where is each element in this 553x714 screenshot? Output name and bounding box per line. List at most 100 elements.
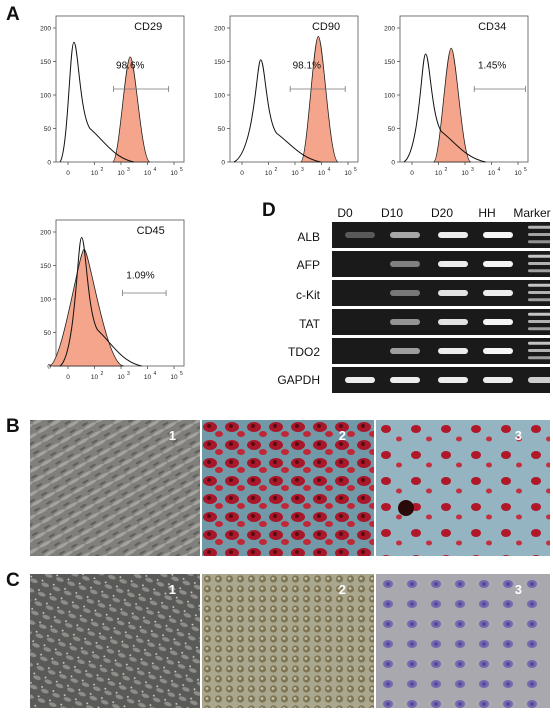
micrograph-b2-texture bbox=[202, 420, 374, 556]
gel-band bbox=[483, 261, 513, 267]
gel-band bbox=[528, 262, 550, 265]
x-tick-label: 10 bbox=[291, 170, 299, 177]
gel-band bbox=[438, 290, 468, 296]
gel-band bbox=[528, 298, 550, 302]
gel-band bbox=[528, 320, 550, 323]
gel-band bbox=[483, 319, 513, 325]
x-tick-exponent: 3 bbox=[301, 167, 304, 173]
gene-label-alb: ALB bbox=[297, 230, 320, 244]
micrograph-c3-number: 3 bbox=[514, 582, 522, 597]
gel-band bbox=[528, 269, 550, 273]
gel-band bbox=[438, 319, 468, 325]
micrograph-b1-texture bbox=[30, 420, 200, 556]
y-tick-label: 50 bbox=[44, 126, 52, 133]
panel-label-a: A bbox=[6, 4, 20, 25]
gel-band bbox=[528, 283, 550, 287]
lane-label-hh: HH bbox=[478, 206, 496, 220]
stained-histogram bbox=[112, 56, 151, 163]
gel-band bbox=[390, 348, 420, 354]
micrograph-c1-texture bbox=[30, 574, 200, 708]
y-tick-label: 100 bbox=[40, 93, 51, 100]
x-tick-label: 0 bbox=[66, 374, 70, 381]
y-tick-label: 200 bbox=[40, 26, 51, 33]
gene-label-afp: AFP bbox=[296, 258, 320, 272]
x-tick-label: 10 bbox=[144, 170, 152, 177]
x-tick-label: 10 bbox=[488, 170, 496, 177]
y-tick-label: 100 bbox=[384, 93, 395, 100]
micrograph-b3-texture bbox=[376, 420, 550, 556]
y-tick-label: 100 bbox=[214, 93, 225, 100]
gel-band bbox=[528, 349, 550, 352]
gel-image bbox=[332, 222, 550, 393]
x-tick-label: 0 bbox=[66, 170, 70, 177]
gel-band bbox=[345, 232, 375, 238]
y-tick-label: 0 bbox=[47, 160, 51, 167]
micrograph-c3: 3 bbox=[376, 574, 550, 708]
control-histogram bbox=[403, 53, 486, 163]
x-tick-exponent: 5 bbox=[354, 167, 357, 173]
x-tick-exponent: 4 bbox=[154, 167, 157, 173]
lane-label-d10: D10 bbox=[380, 206, 403, 220]
x-tick-label: 10 bbox=[91, 170, 99, 177]
lane-label-marker: Marker bbox=[513, 206, 551, 220]
y-tick-label: 200 bbox=[384, 26, 395, 33]
micrograph-c1-number: 1 bbox=[168, 582, 176, 597]
y-tick-label: 0 bbox=[391, 160, 395, 167]
lane-label-d20: D20 bbox=[430, 206, 453, 220]
y-tick-label: 150 bbox=[214, 59, 225, 66]
y-tick-label: 100 bbox=[40, 297, 51, 304]
x-tick-label: 10 bbox=[91, 374, 99, 381]
marker-name: CD34 bbox=[478, 21, 506, 33]
gel-band bbox=[483, 232, 513, 238]
gel-band bbox=[438, 261, 468, 267]
x-tick-exponent: 3 bbox=[127, 167, 130, 173]
gel-band bbox=[390, 377, 420, 383]
x-tick-exponent: 2 bbox=[275, 167, 278, 173]
x-tick-exponent: 2 bbox=[445, 167, 448, 173]
gel-band bbox=[528, 225, 550, 229]
marker-name: CD45 bbox=[137, 225, 165, 237]
y-tick-label: 50 bbox=[388, 126, 396, 133]
x-tick-label: 10 bbox=[170, 374, 178, 381]
y-tick-label: 200 bbox=[40, 230, 51, 237]
x-tick-label: 10 bbox=[144, 374, 152, 381]
gel-band bbox=[438, 377, 468, 383]
y-tick-label: 150 bbox=[40, 263, 51, 270]
gate-percent: 98.6% bbox=[116, 61, 144, 72]
gel-band bbox=[438, 232, 468, 238]
control-histogram bbox=[59, 237, 142, 367]
x-tick-exponent: 2 bbox=[101, 371, 104, 377]
y-tick-label: 50 bbox=[218, 126, 226, 133]
gel-band bbox=[528, 254, 550, 258]
x-tick-exponent: 4 bbox=[328, 167, 331, 173]
x-tick-label: 0 bbox=[410, 170, 414, 177]
x-tick-exponent: 4 bbox=[154, 371, 157, 377]
panel-label-b: B bbox=[6, 416, 20, 437]
micrograph-c1: 1 bbox=[30, 574, 200, 708]
gel-band bbox=[528, 356, 550, 360]
x-tick-exponent: 5 bbox=[524, 167, 527, 173]
micrograph-c2: 2 bbox=[202, 574, 374, 708]
gel-band bbox=[390, 290, 420, 296]
x-tick-label: 10 bbox=[344, 170, 352, 177]
y-tick-label: 150 bbox=[384, 59, 395, 66]
micrograph-b2: 2 bbox=[202, 420, 374, 556]
y-tick-label: 50 bbox=[44, 330, 52, 337]
gel-panel: D0 D10 D20 HH Marker ALB AFP c-Kit TAT T… bbox=[270, 206, 552, 396]
y-tick-label: 150 bbox=[40, 59, 51, 66]
gate-percent: 98.1% bbox=[293, 61, 321, 72]
micrograph-c3-texture bbox=[376, 574, 550, 708]
gel-band bbox=[390, 261, 420, 267]
x-tick-label: 10 bbox=[514, 170, 522, 177]
gel-band bbox=[528, 341, 550, 345]
x-tick-exponent: 3 bbox=[127, 371, 130, 377]
gel-band bbox=[390, 232, 420, 238]
stained-histogram bbox=[300, 36, 339, 163]
micrograph-b1-number: 1 bbox=[168, 428, 176, 443]
panel-label-d: D bbox=[262, 200, 276, 221]
gel-band bbox=[345, 377, 375, 383]
micrograph-b3: 3 bbox=[376, 420, 550, 556]
gel-band bbox=[390, 319, 420, 325]
